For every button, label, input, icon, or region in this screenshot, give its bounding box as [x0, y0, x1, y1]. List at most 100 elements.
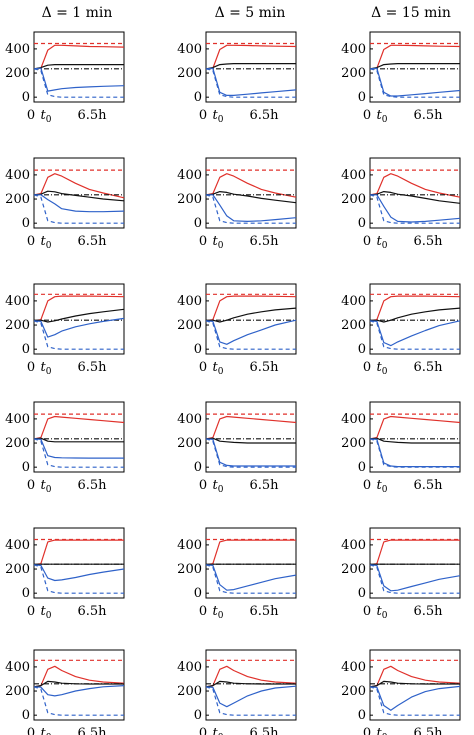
panel-r3-c1: 0 200 400 0 t0 6.5h	[5, 283, 125, 377]
x-tick-label-end: 6.5h	[249, 234, 279, 249]
plot-frame	[369, 527, 461, 599]
black-solid-series-line	[33, 190, 125, 202]
x-tick-label-zero: 0	[27, 726, 35, 735]
y-tick-label: 200	[5, 66, 30, 81]
y-tick-label: 0	[22, 216, 30, 231]
y-tick-label: 200	[5, 562, 30, 577]
y-tick-label: 0	[194, 90, 202, 105]
black-solid-series-line	[205, 437, 296, 444]
blue-solid-series-line	[369, 320, 461, 347]
blue-dashed-series-line	[33, 438, 124, 468]
y-tick-label: 400	[177, 538, 202, 553]
black-solid-series-line	[205, 191, 297, 204]
panel-r5-c2: 0 200 400 0 t0 6.5h	[177, 527, 297, 621]
x-tick-label-t0: t0	[41, 360, 52, 377]
y-tick-label: 0	[22, 342, 30, 357]
y-tick-label: 400	[5, 660, 30, 675]
blue-solid-series-line	[33, 67, 125, 92]
x-tick-label-t0: t0	[213, 360, 224, 377]
x-tick-label-end: 6.5h	[77, 478, 107, 493]
blue-dashed-series-line	[205, 320, 296, 350]
y-tick-label: 0	[194, 708, 202, 723]
y-tick-label: 400	[341, 42, 366, 57]
x-tick-label-end: 6.5h	[413, 478, 443, 493]
y-tick-label: 400	[5, 42, 30, 57]
blue-solid-series-line	[369, 685, 461, 711]
plot-frame	[369, 401, 461, 473]
plot-frame	[205, 157, 297, 229]
black-solid-series-line	[369, 307, 461, 323]
blue-dashed-series-line	[205, 686, 296, 716]
red-solid-series-line	[33, 415, 125, 440]
x-tick-label-t0: t0	[41, 478, 52, 495]
y-tick-label: 0	[358, 90, 366, 105]
panel-r3-c2: 0 200 400 0 t0 6.5h	[177, 283, 297, 377]
x-tick-label-end: 6.5h	[77, 604, 107, 619]
y-tick-label: 200	[177, 684, 202, 699]
red-solid-series-line	[369, 415, 461, 440]
red-solid-series-line	[369, 44, 461, 70]
x-tick-label-t0: t0	[377, 234, 388, 251]
blue-solid-series-line	[370, 194, 461, 223]
plot-frame	[205, 527, 297, 599]
y-tick-label: 200	[341, 318, 366, 333]
panel-r2-c3: 0 200 400 0 t0 6.5h	[341, 157, 461, 251]
y-tick-label: 200	[341, 436, 366, 451]
x-tick-label-end: 6.5h	[413, 604, 443, 619]
black-solid-series-line	[33, 308, 125, 323]
plot-frame	[205, 31, 297, 103]
plot-frame	[369, 649, 461, 721]
y-tick-label: 400	[341, 660, 366, 675]
plot-frame	[33, 31, 125, 103]
blue-solid-series-line	[33, 685, 125, 697]
y-tick-label: 400	[5, 168, 30, 183]
blue-dashed-series-line	[33, 194, 124, 224]
blue-solid-series-line	[205, 438, 296, 467]
y-tick-label: 0	[358, 342, 366, 357]
blue-dashed-series-line	[205, 438, 296, 468]
column-title-2: Δ = 5 min	[215, 5, 286, 21]
y-tick-label: 0	[358, 460, 366, 475]
panel-r4-c3: 0 200 400 0 t0 6.5h	[341, 401, 461, 495]
x-tick-label-zero: 0	[363, 726, 371, 735]
x-tick-label-zero: 0	[199, 726, 207, 735]
x-tick-label-end: 6.5h	[249, 360, 279, 375]
y-tick-label: 200	[341, 192, 366, 207]
blue-dashed-series-line	[33, 564, 124, 594]
black-solid-series-line	[33, 63, 124, 70]
y-tick-label: 200	[341, 66, 366, 81]
red-solid-series-line	[369, 539, 460, 566]
x-tick-label-t0: t0	[377, 726, 388, 735]
red-solid-series-line	[369, 173, 461, 198]
panel-r5-c1: 0 200 400 0 t0 6.5h	[5, 527, 125, 621]
plot-frame	[33, 527, 125, 599]
plot-frame	[205, 401, 297, 473]
blue-dashed-series-line	[369, 320, 460, 350]
y-tick-label: 400	[177, 412, 202, 427]
x-tick-label-zero: 0	[27, 234, 35, 249]
plot-frame	[369, 31, 461, 103]
y-tick-label: 0	[194, 586, 202, 601]
y-tick-label: 200	[177, 562, 202, 577]
blue-dashed-series-line	[369, 686, 460, 716]
x-tick-label-t0: t0	[377, 360, 388, 377]
x-tick-label-t0: t0	[213, 726, 224, 735]
blue-dashed-series-line	[205, 68, 296, 98]
y-tick-label: 200	[5, 318, 30, 333]
x-tick-label-t0: t0	[377, 604, 388, 621]
y-tick-label: 400	[177, 294, 202, 309]
red-solid-series-line	[205, 173, 297, 198]
panel-r6-c2: 0 200 400 0 t0 6.5h	[177, 649, 297, 735]
red-solid-series-line	[205, 415, 297, 440]
x-tick-label-zero: 0	[199, 604, 207, 619]
red-solid-series-line	[369, 665, 461, 688]
blue-dashed-series-line	[33, 320, 124, 350]
plot-frame	[369, 157, 461, 229]
x-tick-label-end: 6.5h	[77, 360, 107, 375]
red-solid-series-line	[33, 173, 125, 199]
x-tick-label-end: 6.5h	[249, 478, 279, 493]
y-tick-label: 400	[5, 538, 30, 553]
x-tick-label-zero: 0	[363, 478, 371, 493]
red-solid-series-line	[205, 665, 297, 688]
y-tick-label: 400	[177, 42, 202, 57]
